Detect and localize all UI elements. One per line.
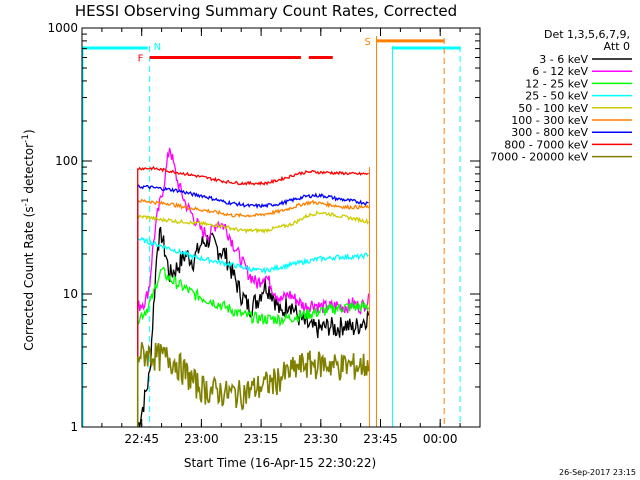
x-tick-label: 23:00 [184, 432, 219, 446]
legend-label: 12 - 25 keV [525, 77, 588, 90]
series-line-3 [137, 236, 370, 427]
x-tick-label: 23:30 [304, 432, 339, 446]
chart-title: HESSI Observing Summary Count Rates, Cor… [75, 2, 457, 20]
night-flag-label: N [154, 42, 161, 53]
y-axis-label-end: ) [22, 129, 36, 134]
x-tick-label: 00:00 [423, 432, 458, 446]
legend-label: 6 - 12 keV [532, 65, 588, 78]
series-line-6 [137, 184, 369, 427]
y-axis-label-main: Corrected Count Rate (s [22, 206, 36, 350]
series-line-5 [137, 198, 370, 427]
x-tick-label: 23:45 [363, 432, 398, 446]
flare-flag-label: F [138, 54, 144, 65]
axis-ticks: 22:45 23:00 23:15 23:30 23:45 00:00 1 10 100 1000 [47, 21, 481, 446]
x-tick-label: 22:45 [124, 432, 159, 446]
series-line-8 [136, 341, 370, 427]
series-lines [136, 147, 371, 428]
y-tick-label: 1000 [47, 21, 78, 35]
series-line-2 [137, 266, 370, 427]
legend-header-line2: Att 0 [604, 40, 630, 53]
legend-label: 25 - 50 keV [525, 90, 588, 103]
x-tick-label: 23:15 [244, 432, 279, 446]
saa-flag-label: S [365, 37, 371, 48]
y-axis-label-sup2: -1 [21, 134, 31, 143]
y-axis-label-mid: detector [22, 143, 36, 198]
legend-label: 50 - 100 keV [518, 102, 588, 115]
legend-label: 3 - 6 keV [539, 53, 588, 66]
series-line-1 [137, 147, 370, 427]
y-tick-label: 100 [55, 154, 78, 168]
y-tick-label: 1 [70, 420, 78, 434]
y-axis-label-sup1: -1 [21, 197, 31, 206]
y-tick-label: 10 [63, 287, 78, 301]
series-line-0 [137, 226, 370, 428]
x-axis-label: Start Time (16-Apr-15 22:30:22) [184, 456, 376, 470]
legend-label: 100 - 300 keV [511, 114, 588, 127]
legend-header-line1: Det 1,3,5,6,7,9, [544, 28, 630, 41]
y-axis-label: Corrected Count Rate (s-1 detector-1) [21, 129, 36, 350]
series-line-7 [137, 165, 369, 427]
legend-label: 300 - 800 keV [511, 126, 588, 139]
legend-label: 800 - 7000 keV [504, 138, 588, 151]
footer-stamp: 26-Sep-2017 23:15 [559, 468, 636, 477]
observing-flags: NF S [82, 36, 461, 427]
legend-label: 7000 - 20000 keV [490, 151, 588, 164]
series-line-4 [137, 210, 370, 427]
